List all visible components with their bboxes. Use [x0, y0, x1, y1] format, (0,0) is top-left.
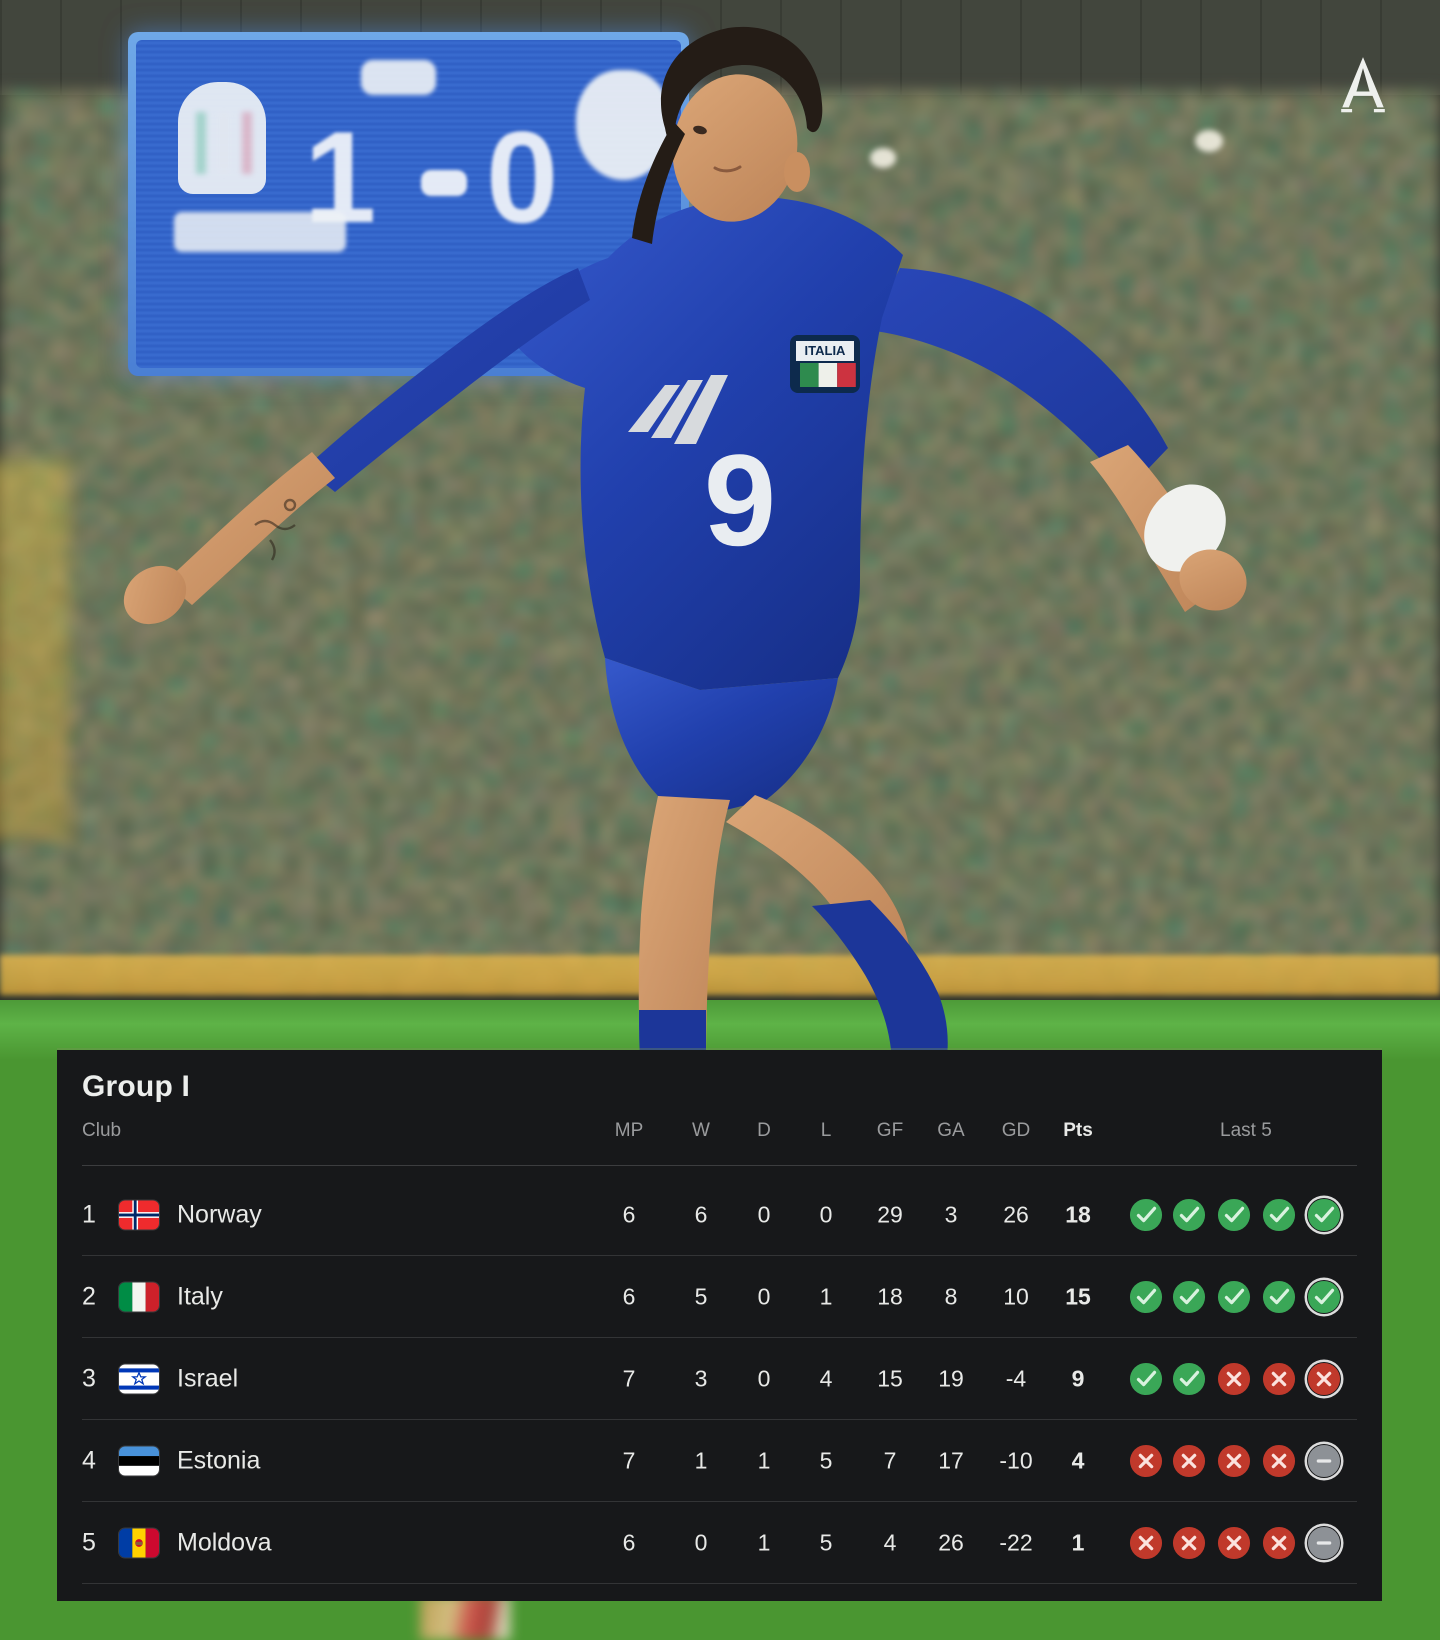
svg-text:9: 9 — [704, 427, 776, 573]
svg-text:ITALIA: ITALIA — [805, 343, 847, 358]
